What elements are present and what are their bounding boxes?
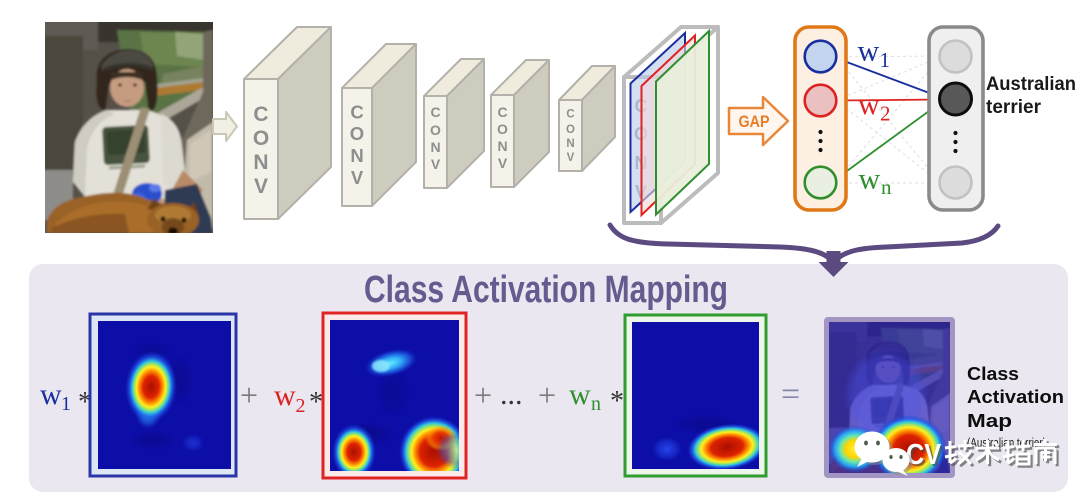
svg-text:O: O xyxy=(566,124,575,136)
svg-text:C: C xyxy=(253,103,268,126)
svg-text:C: C xyxy=(430,104,440,120)
svg-text:Class: Class xyxy=(967,364,1019,384)
svg-text:=: = xyxy=(781,376,800,413)
svg-text:CV: CV xyxy=(908,441,944,473)
svg-text:2: 2 xyxy=(296,395,306,417)
svg-text:V: V xyxy=(498,155,508,171)
svg-text:+: + xyxy=(474,377,492,413)
svg-text:GAP: GAP xyxy=(739,113,770,131)
svg-text:w: w xyxy=(40,378,62,411)
svg-text:V: V xyxy=(567,152,575,164)
svg-text:n: n xyxy=(881,175,892,199)
svg-text:O: O xyxy=(497,121,508,137)
svg-text:O: O xyxy=(350,123,364,144)
svg-text:N: N xyxy=(430,139,440,155)
svg-text:w: w xyxy=(569,378,591,411)
svg-text:C: C xyxy=(566,109,574,121)
svg-text:w: w xyxy=(274,379,296,412)
svg-text:O: O xyxy=(430,122,441,138)
svg-text:Class Activation Mapping: Class Activation Mapping xyxy=(364,269,728,311)
svg-text:w: w xyxy=(858,88,880,121)
svg-text:N: N xyxy=(566,138,574,150)
svg-text:Australian: Australian xyxy=(986,74,1076,95)
svg-text:terrier: terrier xyxy=(986,97,1042,118)
svg-text:C: C xyxy=(497,104,507,120)
svg-text:w: w xyxy=(859,163,881,196)
svg-text:C: C xyxy=(350,102,363,123)
svg-text:1: 1 xyxy=(880,48,891,72)
svg-text:Activation: Activation xyxy=(967,387,1064,407)
svg-text:+: + xyxy=(240,377,258,413)
svg-text:w: w xyxy=(858,35,880,68)
svg-text:N: N xyxy=(350,145,363,166)
svg-text:V: V xyxy=(431,156,441,172)
svg-text:O: O xyxy=(253,127,269,150)
svg-text:*: * xyxy=(610,386,624,417)
svg-text:N: N xyxy=(497,138,507,154)
svg-text:V: V xyxy=(351,167,364,188)
svg-text:+: + xyxy=(538,377,556,413)
svg-text:Map: Map xyxy=(967,411,1012,431)
svg-text:2: 2 xyxy=(880,102,891,126)
svg-text:*: * xyxy=(309,387,323,418)
svg-text:V: V xyxy=(254,175,268,198)
svg-text:N: N xyxy=(253,151,268,174)
svg-text:n: n xyxy=(591,393,601,415)
svg-text:1: 1 xyxy=(61,393,71,415)
svg-text:...: ... xyxy=(500,378,523,411)
